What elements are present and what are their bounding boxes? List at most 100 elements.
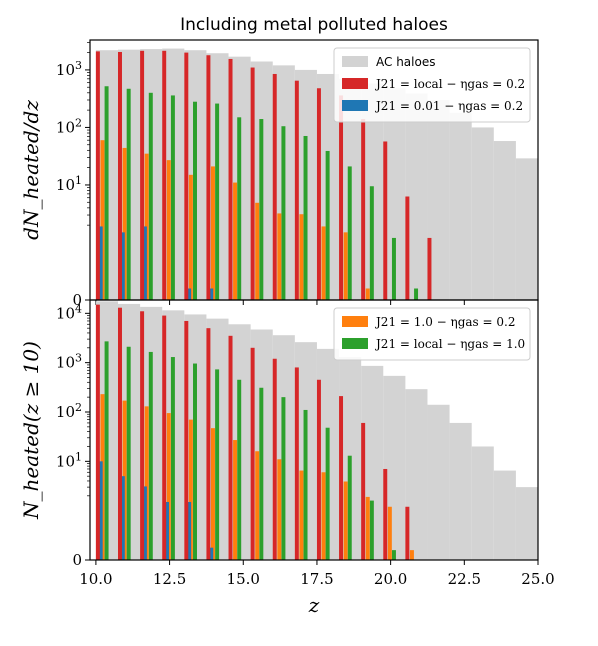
bar-top-1f77b4-0 [98,226,103,300]
bar-bottom-d62728-9 [294,367,299,560]
bar-top-2ca02c-5 [215,103,220,300]
bar-top-d62728-8 [272,73,277,300]
bar-top-d62728-7 [250,67,255,300]
bar-top-1f77b4-4 [187,288,192,300]
bar-bottom-2ca02c-10 [325,427,330,560]
bar-top-2ca02c-13 [391,237,396,300]
bar-bottom-d62728-11 [339,396,344,560]
ylabel-top: dN_heated/dz [19,100,43,240]
bar-bottom-2ca02c-11 [347,455,352,560]
bar-bottom-d62728-5 [206,328,211,560]
legend-label-top-2: J21 = 0.01 − ηgas = 0.2 [374,99,523,113]
bar-top-d62728-13 [383,141,388,300]
bar-top-d3d3d3-13 [383,88,406,300]
bar-top-d62728-15 [427,237,432,300]
bar-top-d62728-3 [162,50,167,300]
bar-top-ff7f0e-6 [233,182,238,300]
bar-top-ff7f0e-3 [166,160,171,300]
bar-top-2ca02c-12 [369,186,374,300]
bar-bottom-d62728-8 [272,358,277,560]
bar-top-d62728-4 [184,52,189,300]
bar-top-d62728-12 [361,119,366,300]
bar-top-d62728-6 [228,58,233,301]
bar-bottom-1f77b4-1 [120,476,125,560]
legend-label-bottom-1: J21 = local − ηgas = 1.0 [374,337,525,351]
legend-label-bottom-0: J21 = 1.0 − ηgas = 0.2 [374,315,515,329]
bar-bottom-ff7f0e-12 [365,496,370,560]
bar-top-2ca02c-0 [104,86,109,300]
bar-bottom-2ca02c-3 [170,357,175,560]
bar-top-ff7f0e-9 [299,214,304,300]
bar-bottom-d3d3d3-16 [449,422,472,560]
bar-top-1f77b4-5 [209,288,214,300]
bar-bottom-d3d3d3-19 [515,487,538,560]
ylabel-bottom: N_heated(z ≥ 10) [19,341,43,520]
legend-swatch-bottom-0 [342,316,368,327]
chart-title: Including metal polluted haloes [180,15,448,35]
bar-top-2ca02c-9 [303,135,308,300]
ytick-label-top-2: 102 [56,116,82,136]
bar-top-d3d3d3-19 [515,158,538,300]
bar-bottom-ff7f0e-3 [166,413,171,560]
bar-top-2ca02c-2 [148,92,153,300]
bar-top-d3d3d3-15 [427,99,450,301]
bar-bottom-d62728-12 [361,422,366,560]
bar-bottom-2ca02c-1 [126,346,131,560]
bar-bottom-d62728-7 [250,347,255,560]
bar-bottom-2ca02c-5 [215,369,220,560]
bar-top-ff7f0e-4 [188,174,193,300]
bar-top-2ca02c-10 [325,150,330,300]
bar-top-d62728-1 [118,51,122,301]
bar-top-2ca02c-11 [347,166,352,300]
legend-label-top-1: J21 = local − ηgas = 0.2 [374,77,525,91]
legend-swatch-top-1 [342,78,368,89]
bar-bottom-ff7f0e-5 [210,428,215,560]
legend-swatch-top-2 [342,100,368,111]
bar-bottom-2ca02c-12 [369,500,374,560]
bar-bottom-ff7f0e-8 [277,459,282,560]
bar-bottom-ff7f0e-4 [188,419,193,560]
bar-top-d62728-2 [140,50,145,300]
bar-bottom-2ca02c-6 [237,379,242,560]
legend-swatch-bottom-1 [342,338,368,349]
ytick-label-bottom-3: 103 [56,352,82,372]
xtick-label-1: 12.5 [153,570,186,588]
bar-top-d3d3d3-14 [405,93,428,301]
bar-top-2ca02c-1 [126,88,131,301]
bar-bottom-d62728-4 [184,320,189,560]
bar-bottom-1f77b4-4 [187,501,192,560]
ytick-label-bottom-4: 104 [56,302,82,322]
bar-bottom-1f77b4-0 [98,461,103,560]
bar-bottom-d62728-13 [383,468,388,560]
legend-box-bottom [333,307,531,361]
panel-top: 0 101 102 103 Including metal polluted haloe… [19,15,539,309]
panel-frame-bottom [89,299,539,561]
ytick-label-top-3: 103 [56,59,82,79]
ytick-label-bottom-1: 101 [56,450,82,470]
ytick-label-top-0: 0 [72,291,82,309]
bar-top-d62728-5 [206,55,211,301]
bar-top-2ca02c-8 [281,126,286,301]
bar-bottom-2ca02c-2 [148,351,153,560]
ytick-label-bottom-2: 102 [56,401,82,421]
bar-bottom-ff7f0e-11 [343,481,348,560]
bar-bottom-ff7f0e-2 [144,406,149,560]
xtick-label-5: 22.5 [448,570,481,588]
xtick-label-0: 10.0 [79,570,112,588]
bar-top-d62728-10 [316,88,321,300]
bar-top-ff7f0e-5 [210,166,215,300]
bar-top-ff7f0e-12 [365,288,370,300]
bar-top-2ca02c-4 [193,101,197,301]
bar-top-ff7f0e-7 [255,202,260,300]
bar-top-d62728-0 [95,51,100,300]
bar-bottom-ff7f0e-6 [233,440,238,560]
bar-bottom-d3d3d3-17 [471,446,494,560]
bar-bottom-d62728-0 [95,304,100,560]
bar-bottom-d62728-6 [228,335,233,560]
bar-top-ff7f0e-11 [343,232,348,300]
bar-top-d3d3d3-18 [493,141,516,300]
bar-bottom-d62728-1 [118,307,122,560]
bar-bottom-2ca02c-7 [259,387,264,560]
